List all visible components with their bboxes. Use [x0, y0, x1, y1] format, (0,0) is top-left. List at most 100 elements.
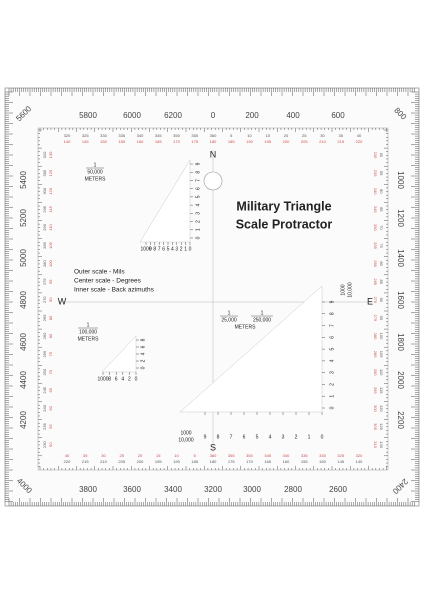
mil-label: 205	[301, 139, 308, 144]
mil-label: 335	[301, 453, 308, 458]
scale-label: 1	[329, 395, 335, 398]
mil-label: 200	[137, 459, 144, 464]
mil-label: 130	[48, 151, 53, 158]
scale-25k-num-a: 1	[228, 310, 231, 316]
mil-label: 260	[373, 260, 378, 267]
mil-label: 190	[173, 459, 180, 464]
mil-label: 330	[319, 453, 326, 458]
mil-label: 120	[379, 405, 384, 412]
mil-label: 255	[42, 350, 47, 357]
mil-label: 270	[42, 296, 47, 303]
scale-label: 0	[189, 246, 192, 252]
scale-label: 1000	[140, 246, 151, 252]
mil-label: 1600	[396, 291, 405, 309]
scale-label: 4	[140, 352, 146, 355]
scale-label: 2	[140, 359, 146, 362]
mil-label: 290	[373, 369, 378, 376]
scale-label: 7	[195, 179, 201, 182]
mil-label: 65	[379, 207, 384, 212]
mil-label: 340	[283, 453, 290, 458]
mil-label: 215	[337, 139, 344, 144]
scale-label: 3	[282, 434, 285, 440]
mil-label: 5	[194, 453, 197, 458]
mil-label: 75	[48, 351, 53, 356]
scale-label: 7	[158, 246, 161, 252]
mil-label: 195	[264, 139, 271, 144]
mil-label: 350	[173, 133, 180, 138]
mil-label: 25	[120, 453, 125, 458]
mil-label: 275	[373, 315, 378, 322]
mil-label: 360	[210, 453, 217, 458]
scale-label: 5	[329, 348, 335, 351]
mil-label: 1000	[396, 171, 405, 189]
mil-label: 160	[283, 459, 290, 464]
scale-label: 4	[195, 204, 201, 207]
mil-label: 600	[331, 111, 345, 120]
mil-label: 260	[42, 332, 47, 339]
mil-label: 40	[357, 133, 362, 138]
mil-label: 110	[48, 223, 53, 230]
mil-label: 150	[100, 139, 107, 144]
mil-label: 125	[48, 169, 53, 176]
mil-label: 160	[137, 139, 144, 144]
mil-label: 100	[48, 259, 53, 266]
scale-25k-bl-bottom: 10,000	[178, 437, 194, 443]
legend-degrees: Center scale - Degrees	[74, 278, 142, 285]
mil-label: 3800	[79, 485, 97, 494]
scale-label: 1	[184, 246, 187, 252]
scale-label: 9	[329, 300, 335, 303]
north: N	[210, 149, 217, 159]
mil-label: 5	[230, 133, 233, 138]
mil-label: 2000	[396, 371, 405, 389]
mil-label: 330	[100, 133, 107, 138]
mil-label: 120	[48, 187, 53, 194]
mil-label: 30	[320, 133, 325, 138]
mil-label: 5000	[19, 249, 28, 267]
mil-label: 300	[42, 187, 47, 194]
scale-100k-unit: METERS	[78, 336, 100, 342]
mil-label: 20	[284, 133, 289, 138]
plate	[4, 87, 420, 507]
scale-label: 7	[230, 434, 233, 440]
mil-label: 6000	[123, 111, 141, 120]
scale-25k-corner-top: 1000	[340, 284, 346, 295]
mil-label: 15	[156, 453, 161, 458]
mil-label: 95	[48, 279, 53, 284]
mil-label: 145	[337, 459, 344, 464]
mil-label: 245	[42, 386, 47, 393]
mil-label: 235	[373, 170, 378, 177]
mil-label: 85	[379, 279, 384, 284]
scale-label: 2	[195, 220, 201, 223]
mil-label: 145	[82, 139, 89, 144]
scale-label: 6	[140, 345, 146, 348]
mil-label: 240	[42, 404, 47, 411]
mil-label: 85	[48, 315, 53, 320]
triangle-50k	[139, 159, 191, 243]
mil-label: 245	[373, 206, 378, 213]
mil-label: 345	[264, 453, 271, 458]
mil-label: 40	[65, 453, 70, 458]
scale-label: 2	[329, 383, 335, 386]
scale-100k-den: 100,000	[79, 329, 97, 335]
mil-label: 5400	[19, 171, 28, 189]
mil-label: 115	[48, 205, 53, 212]
mil-label: 110	[379, 369, 384, 376]
scale-label: 8	[217, 434, 220, 440]
mil-label: 65	[48, 387, 53, 392]
mil-label: 5800	[79, 111, 97, 120]
scale-25k-corner-bottom: 10,000	[347, 282, 353, 298]
scale-25k-bl-top: 1000	[180, 430, 191, 436]
mil-label: 4200	[19, 411, 28, 429]
scale-label: 8	[140, 338, 146, 341]
scale-label: 3	[329, 371, 335, 374]
mil-label: 170	[246, 459, 253, 464]
mil-label: 1200	[396, 209, 405, 227]
scale-label: 2	[295, 434, 298, 440]
scale-label: 6	[115, 376, 118, 382]
mil-label: 60	[379, 189, 384, 194]
mil-label: 35	[339, 133, 344, 138]
mil-label: 220	[356, 139, 363, 144]
mil-label: 350	[246, 453, 253, 458]
mil-label: 195	[155, 459, 162, 464]
west: W	[58, 296, 67, 306]
